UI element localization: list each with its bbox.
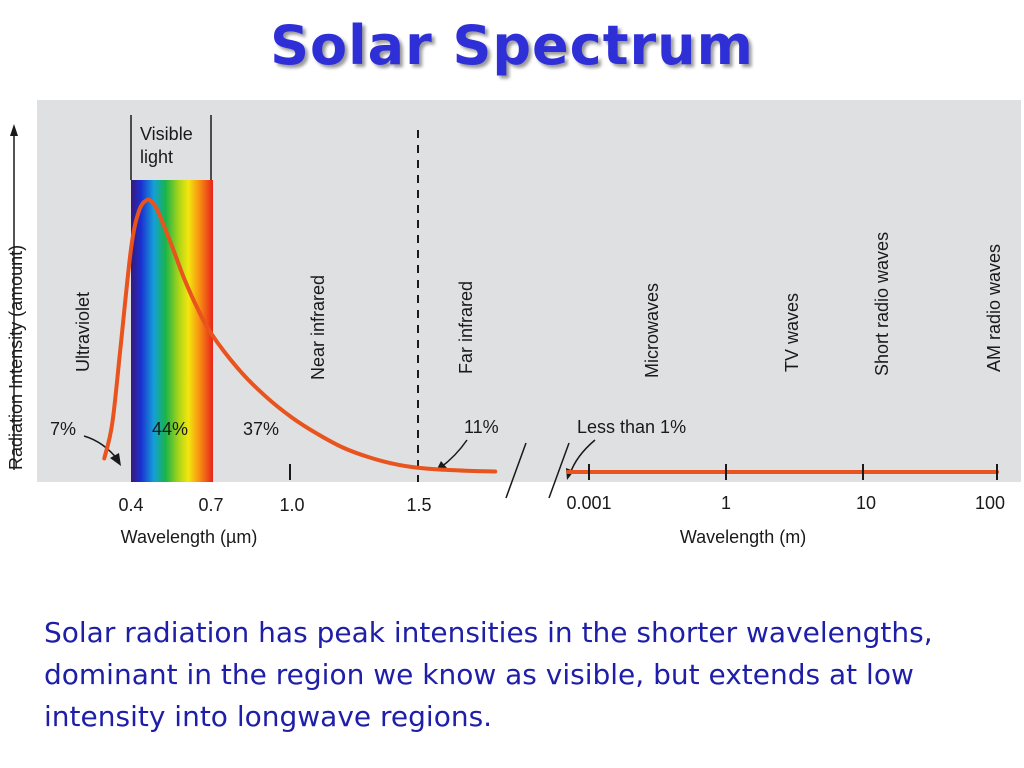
- tick-label-0.4: 0.4: [118, 495, 143, 515]
- y-axis: [10, 124, 18, 470]
- visible-light-band: [131, 180, 213, 482]
- solar-spectrum-chart: Visible light Radiation Intensity (amoun…: [6, 100, 1021, 547]
- x-axis-label-um: Wavelength (µm): [121, 527, 258, 547]
- spectrum-curve-um: [102, 197, 498, 474]
- pct-label-ultraviolet: 7%: [50, 419, 76, 439]
- pct-label-visible: 44%: [152, 419, 188, 439]
- pct-label-less-than-1: Less than 1%: [577, 417, 686, 437]
- tick-label-1: 1: [721, 493, 731, 513]
- pct-label-far-infrared: 11%: [464, 417, 499, 437]
- slide-title: Solar Spectrum: [270, 14, 754, 77]
- tick-label-100: 100: [975, 493, 1005, 513]
- region-label-far-infrared: Far infrared: [456, 281, 476, 374]
- tick-label-1.0: 1.0: [279, 495, 304, 515]
- y-axis-arrow-icon: [10, 124, 18, 136]
- region-label-tv-waves: TV waves: [782, 293, 802, 372]
- region-label-am-radio-waves: AM radio waves: [984, 244, 1004, 372]
- tick-label-0.7: 0.7: [198, 495, 223, 515]
- tick-label-0.001: 0.001: [566, 493, 611, 513]
- visible-light-label: Visible light: [140, 124, 198, 167]
- slide-caption: Solar radiation has peak intensities in …: [44, 616, 933, 733]
- tick-marks: [289, 464, 998, 480]
- tick-label-1.5: 1.5: [406, 495, 431, 515]
- region-label-ultraviolet: Ultraviolet: [73, 292, 93, 372]
- axis-break-mark-left: [505, 442, 527, 499]
- x-axis-label-m: Wavelength (m): [680, 527, 806, 547]
- region-label-short-radio-waves: Short radio waves: [872, 232, 892, 376]
- axis-break-mark-right: [548, 442, 570, 499]
- region-label-near-infrared: Near infrared: [308, 275, 328, 380]
- pct-label-near-infrared: 37%: [243, 419, 279, 439]
- region-label-microwaves: Microwaves: [642, 283, 662, 378]
- y-axis-label: Radiation Intensity (amount): [6, 245, 26, 470]
- tick-label-10: 10: [856, 493, 876, 513]
